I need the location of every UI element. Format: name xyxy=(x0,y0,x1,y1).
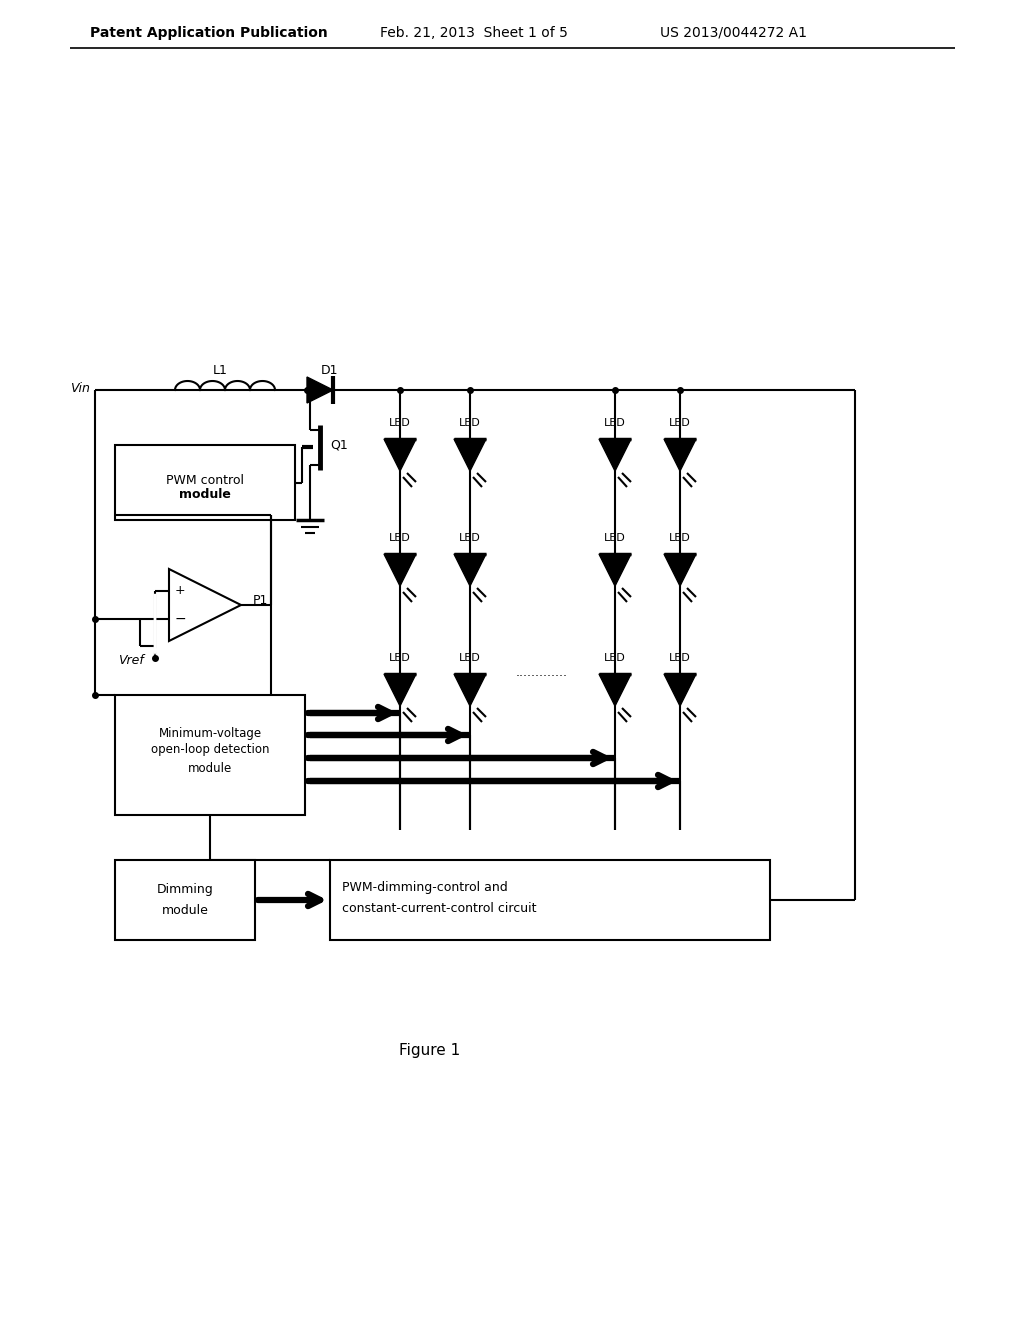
Text: LED: LED xyxy=(669,533,691,543)
Text: PWM-dimming-control and: PWM-dimming-control and xyxy=(342,882,508,895)
Polygon shape xyxy=(664,440,696,471)
Polygon shape xyxy=(384,675,416,706)
Text: Feb. 21, 2013  Sheet 1 of 5: Feb. 21, 2013 Sheet 1 of 5 xyxy=(380,26,568,40)
Text: LED: LED xyxy=(459,418,481,428)
Text: +: + xyxy=(175,585,185,598)
Text: LED: LED xyxy=(459,653,481,663)
Text: LED: LED xyxy=(389,418,411,428)
Text: module: module xyxy=(187,762,232,775)
Text: module: module xyxy=(162,903,209,916)
Polygon shape xyxy=(384,440,416,471)
Text: US 2013/0044272 A1: US 2013/0044272 A1 xyxy=(660,26,807,40)
Polygon shape xyxy=(454,554,486,586)
Polygon shape xyxy=(599,554,631,586)
Text: PWM control: PWM control xyxy=(166,474,244,487)
Bar xyxy=(115,696,305,814)
Text: LED: LED xyxy=(459,533,481,543)
Polygon shape xyxy=(664,675,696,706)
Text: constant-current-control circuit: constant-current-control circuit xyxy=(342,902,537,915)
Polygon shape xyxy=(454,440,486,471)
Text: LED: LED xyxy=(604,653,626,663)
Text: Vin: Vin xyxy=(70,381,90,395)
Bar xyxy=(115,445,295,520)
Text: L1: L1 xyxy=(213,363,227,376)
Polygon shape xyxy=(169,569,241,642)
Text: −: − xyxy=(174,612,185,626)
Text: D1: D1 xyxy=(322,363,339,376)
Bar xyxy=(115,861,255,940)
Polygon shape xyxy=(599,440,631,471)
Polygon shape xyxy=(599,675,631,706)
Text: module: module xyxy=(179,488,231,502)
Polygon shape xyxy=(454,675,486,706)
Polygon shape xyxy=(384,554,416,586)
Polygon shape xyxy=(664,554,696,586)
Text: .............: ............. xyxy=(516,665,568,678)
Text: LED: LED xyxy=(604,418,626,428)
Text: open-loop detection: open-loop detection xyxy=(151,743,269,756)
Text: LED: LED xyxy=(604,533,626,543)
Text: LED: LED xyxy=(389,653,411,663)
Text: Minimum-voltage: Minimum-voltage xyxy=(159,726,261,739)
Text: P1: P1 xyxy=(253,594,268,606)
Text: LED: LED xyxy=(669,653,691,663)
Polygon shape xyxy=(307,378,333,403)
Bar xyxy=(330,861,770,940)
Text: LED: LED xyxy=(669,418,691,428)
Text: Vref: Vref xyxy=(118,653,143,667)
Text: Q1: Q1 xyxy=(330,438,348,451)
Text: Figure 1: Figure 1 xyxy=(399,1043,461,1057)
Text: LED: LED xyxy=(389,533,411,543)
Text: Dimming: Dimming xyxy=(157,883,213,896)
Text: Patent Application Publication: Patent Application Publication xyxy=(90,26,328,40)
